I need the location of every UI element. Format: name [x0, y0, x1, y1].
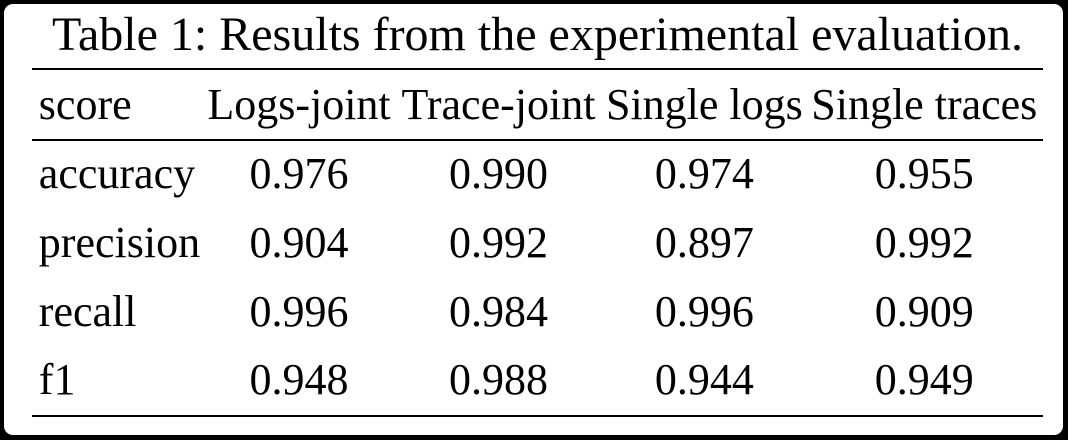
table-rule-header [32, 138, 1043, 141]
paper-page-panel [4, 4, 1063, 435]
table-rule-bottom [32, 415, 1043, 418]
table-rule-top [32, 67, 1043, 70]
